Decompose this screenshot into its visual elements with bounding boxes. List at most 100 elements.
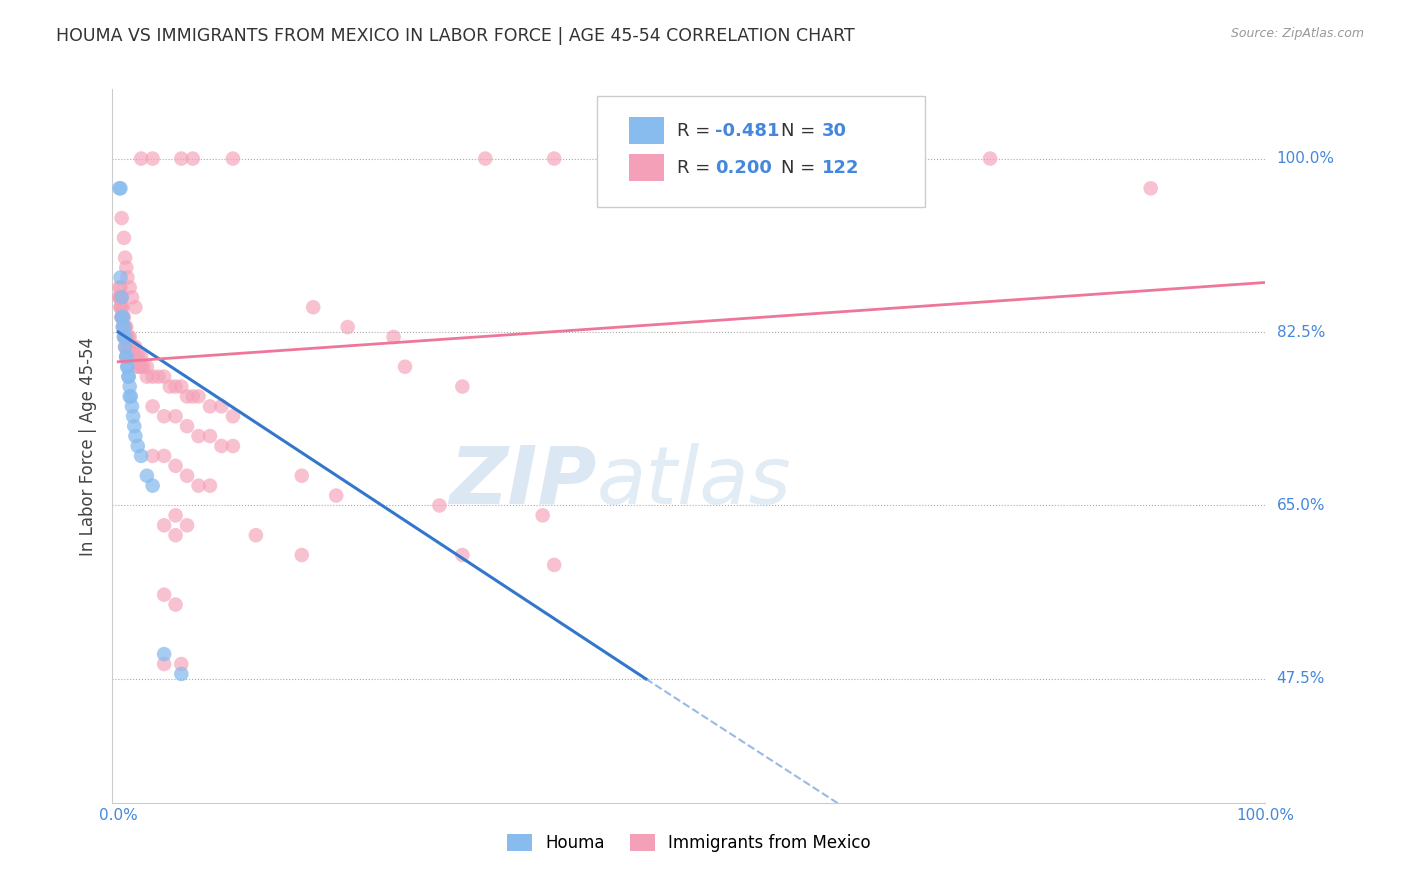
Point [142, 449, 165, 463]
Point [165, 409, 187, 424]
Point [153, 588, 176, 602]
Point [451, 379, 474, 393]
Point [114, 251, 136, 265]
Point [153, 518, 176, 533]
Text: 0.200: 0.200 [716, 159, 772, 177]
Point [127, 439, 149, 453]
Point [129, 152, 152, 166]
Point [108, 290, 131, 304]
Point [382, 330, 405, 344]
Point [170, 667, 193, 681]
Point [111, 310, 134, 325]
Point [114, 340, 136, 354]
Point [681, 152, 703, 166]
Point [153, 409, 176, 424]
Point [176, 419, 198, 434]
Point [135, 369, 157, 384]
Point [429, 499, 451, 513]
Point [110, 280, 132, 294]
Point [112, 320, 135, 334]
Point [142, 152, 165, 166]
Text: -0.481: -0.481 [716, 121, 780, 139]
Text: ZIP: ZIP [450, 442, 596, 521]
Point [165, 379, 187, 393]
Point [111, 310, 134, 325]
Text: 47.5%: 47.5% [1277, 672, 1324, 687]
Point [114, 320, 136, 334]
Point [114, 330, 136, 344]
Point [111, 310, 134, 325]
Point [122, 350, 145, 364]
Point [176, 468, 198, 483]
Point [117, 340, 139, 354]
Point [111, 290, 134, 304]
Point [1139, 181, 1161, 195]
Point [198, 478, 221, 492]
Point [112, 330, 135, 344]
Point [111, 310, 134, 325]
Point [336, 320, 359, 334]
Point [543, 152, 565, 166]
Point [187, 389, 209, 403]
Point [543, 558, 565, 572]
Point [181, 389, 204, 403]
Point [128, 350, 150, 364]
Point [108, 280, 131, 294]
Point [115, 350, 138, 364]
Point [121, 400, 143, 414]
Point [153, 449, 176, 463]
Point [135, 468, 157, 483]
Point [124, 300, 146, 314]
Point [211, 439, 233, 453]
Point [108, 181, 131, 195]
Point [135, 359, 157, 374]
Point [110, 290, 132, 304]
Point [115, 320, 138, 334]
Point [129, 350, 152, 364]
Point [153, 369, 176, 384]
Point [531, 508, 554, 523]
Text: atlas: atlas [596, 442, 792, 521]
Point [211, 400, 233, 414]
Point [121, 290, 143, 304]
Text: 82.5%: 82.5% [1277, 325, 1324, 340]
Point [111, 300, 134, 314]
Point [110, 300, 132, 314]
Point [159, 379, 181, 393]
Point [118, 330, 141, 344]
Point [124, 350, 146, 364]
Point [121, 340, 143, 354]
Point [111, 310, 134, 325]
Point [108, 290, 131, 304]
Text: R =: R = [678, 121, 717, 139]
Point [120, 340, 142, 354]
Point [128, 359, 150, 374]
Point [165, 458, 187, 473]
Point [112, 320, 135, 334]
FancyBboxPatch shape [628, 117, 664, 145]
Point [112, 231, 135, 245]
Point [117, 330, 139, 344]
Point [117, 359, 139, 374]
Point [176, 389, 198, 403]
Point [118, 280, 141, 294]
Point [176, 518, 198, 533]
Point [198, 429, 221, 443]
Point [118, 379, 141, 393]
Point [118, 350, 141, 364]
Text: 30: 30 [821, 121, 846, 139]
Point [222, 439, 245, 453]
Point [115, 260, 138, 275]
Point [124, 340, 146, 354]
Text: 65.0%: 65.0% [1277, 498, 1324, 513]
Text: 100.0%: 100.0% [1277, 151, 1334, 166]
Point [112, 330, 135, 344]
Point [148, 369, 170, 384]
Point [121, 350, 143, 364]
Point [170, 379, 193, 393]
Point [245, 528, 267, 542]
FancyBboxPatch shape [628, 154, 664, 181]
Point [117, 350, 139, 364]
Point [394, 359, 416, 374]
Legend: Houma, Immigrants from Mexico: Houma, Immigrants from Mexico [501, 827, 877, 859]
